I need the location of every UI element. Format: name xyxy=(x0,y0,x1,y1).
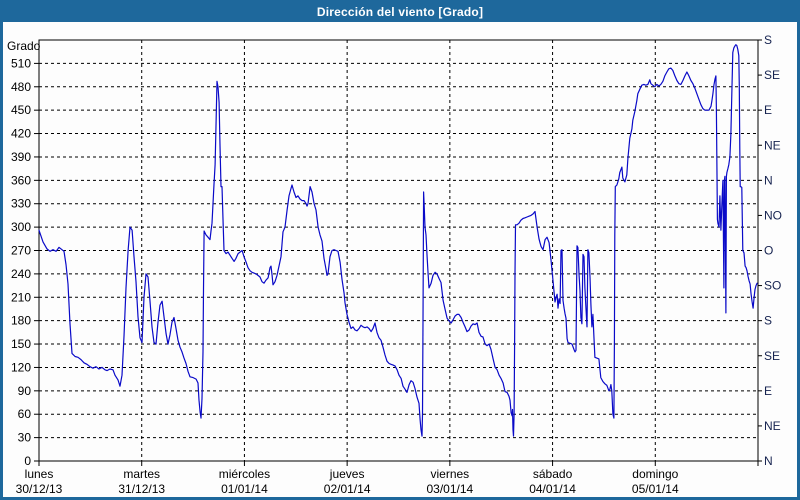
compass-label: N xyxy=(764,454,773,468)
y-tick-label: 270 xyxy=(11,244,31,258)
y-tick-label: 90 xyxy=(18,384,32,398)
compass-label: O xyxy=(764,244,773,258)
compass-label: S xyxy=(764,33,772,47)
x-day-name: jueves xyxy=(329,467,365,481)
titlebar: Dirección del viento [Grado] xyxy=(3,3,797,22)
x-day-date: 02/01/14 xyxy=(324,482,371,496)
compass-label: S xyxy=(764,314,772,328)
y-tick-label: 450 xyxy=(11,103,31,117)
y-axis-title: Grado xyxy=(7,39,41,53)
y-tick-label: 210 xyxy=(11,290,31,304)
y-tick-label: 180 xyxy=(11,314,31,328)
x-day-name: miércoles xyxy=(219,467,270,481)
x-day-date: 05/01/14 xyxy=(632,482,679,496)
compass-label: NO xyxy=(764,208,782,222)
x-day-name: viernes xyxy=(431,467,470,481)
y-tick-label: 30 xyxy=(18,431,32,445)
plot-frame xyxy=(38,39,759,462)
y-tick-label: 60 xyxy=(18,407,32,421)
y-tick-label: 300 xyxy=(11,220,31,234)
y-tick-label: 480 xyxy=(11,80,31,94)
compass-label: SO xyxy=(764,279,781,293)
x-day-name: martes xyxy=(123,467,160,481)
compass-label: SE xyxy=(764,68,780,82)
y-tick-label: 510 xyxy=(11,56,31,70)
y-tick-label: 360 xyxy=(11,173,31,187)
y-tick-label: 120 xyxy=(11,360,31,374)
chart-canvas: 0 30 60 90 120 150 180 210 240 270 300 330 360 390 420… xyxy=(7,33,782,496)
x-day-name: lunes xyxy=(25,467,54,481)
compass-label: N xyxy=(764,173,773,187)
wind-direction-chart: 0 30 60 90 120 150 180 210 240 270 300 330 360 390 420… xyxy=(3,22,797,497)
x-day-name: sábado xyxy=(533,467,573,481)
compass-label: SE xyxy=(764,349,780,363)
compass-label: E xyxy=(764,384,772,398)
x-day-date: 01/01/14 xyxy=(221,482,268,496)
x-day-date: 03/01/14 xyxy=(426,482,473,496)
y-tick-label: 0 xyxy=(24,454,31,468)
y-tick-label: 330 xyxy=(11,197,31,211)
compass-label: NE xyxy=(764,138,781,152)
y-tick-label: 420 xyxy=(11,127,31,141)
x-day-date: 31/12/13 xyxy=(118,482,165,496)
x-day-date: 04/01/14 xyxy=(529,482,576,496)
page-title: Dirección del viento [Grado] xyxy=(316,5,484,19)
y-tick-label: 390 xyxy=(11,150,31,164)
x-day-date: 30/12/13 xyxy=(16,482,63,496)
compass-label: NE xyxy=(764,419,781,433)
x-day-name: domingo xyxy=(632,467,678,481)
compass-label: E xyxy=(764,103,772,117)
series-line xyxy=(38,44,758,437)
y-tick-label: 240 xyxy=(11,267,31,281)
y-tick-label: 150 xyxy=(11,337,31,351)
